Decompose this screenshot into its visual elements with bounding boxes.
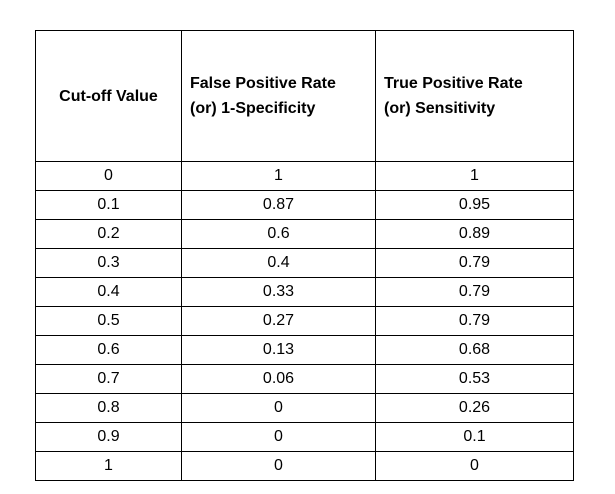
- cell-tpr: 0.53: [375, 364, 574, 394]
- table-row: 0 1 1: [35, 161, 574, 191]
- table-body: 0 1 1 0.1 0.87 0.95 0.2 0.6 0.89 0.3 0.4…: [35, 161, 574, 481]
- cell-tpr: 0.68: [375, 335, 574, 365]
- cell-cutoff: 0.7: [35, 364, 182, 394]
- header-cutoff-label: Cut-off Value: [59, 87, 158, 105]
- cell-fpr: 0.33: [181, 277, 376, 307]
- cell-cutoff: 0.9: [35, 422, 182, 452]
- table-row: 0.5 0.27 0.79: [35, 306, 574, 336]
- cell-cutoff: 0.3: [35, 248, 182, 278]
- table-row: 0.7 0.06 0.53: [35, 364, 574, 394]
- cell-cutoff: 0.2: [35, 219, 182, 249]
- cell-tpr: 0.1: [375, 422, 574, 452]
- table-row: 0.6 0.13 0.68: [35, 335, 574, 365]
- cell-cutoff: 0.6: [35, 335, 182, 365]
- cell-cutoff: 0.5: [35, 306, 182, 336]
- cell-fpr: 1: [181, 161, 376, 191]
- cell-cutoff: 1: [35, 451, 182, 481]
- cell-cutoff: 0.4: [35, 277, 182, 307]
- cell-fpr: 0.13: [181, 335, 376, 365]
- cell-fpr: 0.87: [181, 190, 376, 220]
- cell-tpr: 0.95: [375, 190, 574, 220]
- cell-tpr: 0.79: [375, 277, 574, 307]
- cell-tpr: 0.26: [375, 393, 574, 423]
- table-row: 0.9 0 0.1: [35, 422, 574, 452]
- table-row: 0.3 0.4 0.79: [35, 248, 574, 278]
- cell-fpr: 0.6: [181, 219, 376, 249]
- header-true-positive-rate: True Positive Rate (or) Sensitivity: [375, 30, 574, 162]
- header-fpr-line2: (or) 1-Specificity: [190, 100, 316, 117]
- roc-table: Cut-off Value False Positive Rate (or) 1…: [35, 30, 574, 481]
- cell-tpr: 1: [375, 161, 574, 191]
- cell-cutoff: 0.8: [35, 393, 182, 423]
- cell-tpr: 0.79: [375, 248, 574, 278]
- table-row: 0.1 0.87 0.95: [35, 190, 574, 220]
- cell-fpr: 0: [181, 422, 376, 452]
- table-row: 0.8 0 0.26: [35, 393, 574, 423]
- header-cutoff-value: Cut-off Value: [35, 30, 182, 162]
- table-row: 0.4 0.33 0.79: [35, 277, 574, 307]
- cell-fpr: 0: [181, 451, 376, 481]
- table-header-row: Cut-off Value False Positive Rate (or) 1…: [35, 30, 574, 162]
- table-row: 1 0 0: [35, 451, 574, 481]
- header-fpr-line1: False Positive Rate: [190, 75, 336, 92]
- cell-fpr: 0.06: [181, 364, 376, 394]
- header-tpr-line2: (or) Sensitivity: [384, 100, 496, 117]
- cell-tpr: 0: [375, 451, 574, 481]
- cell-fpr: 0.4: [181, 248, 376, 278]
- cell-fpr: 0.27: [181, 306, 376, 336]
- table-row: 0.2 0.6 0.89: [35, 219, 574, 249]
- cell-tpr: 0.89: [375, 219, 574, 249]
- cell-tpr: 0.79: [375, 306, 574, 336]
- cell-cutoff: 0: [35, 161, 182, 191]
- cell-fpr: 0: [181, 393, 376, 423]
- header-tpr-line1: True Positive Rate: [384, 75, 523, 92]
- header-false-positive-rate: False Positive Rate (or) 1-Specificity: [181, 30, 376, 162]
- cell-cutoff: 0.1: [35, 190, 182, 220]
